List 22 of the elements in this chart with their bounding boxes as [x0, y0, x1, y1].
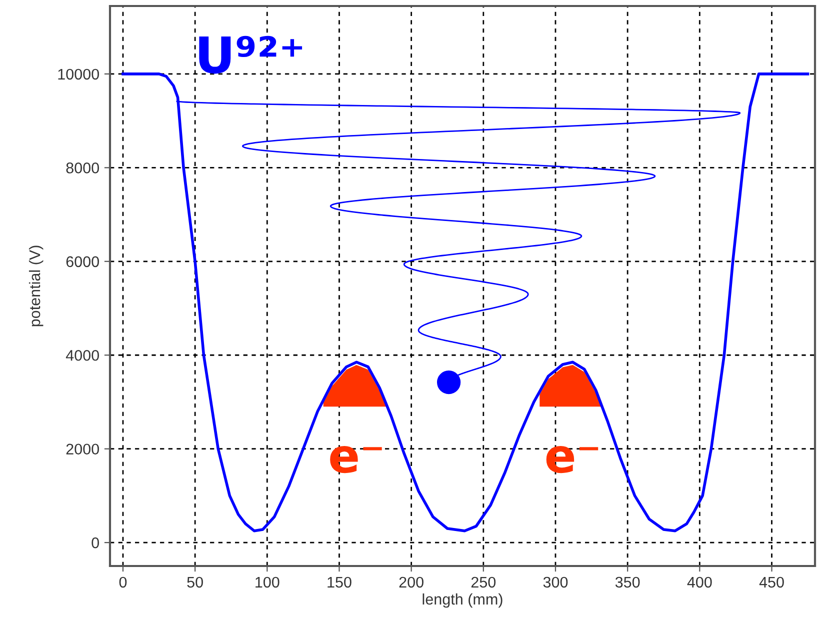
x-tick-label: 150 [328, 576, 352, 588]
y-tick-label: 0 [92, 537, 99, 548]
y-tick-label: 10000 [58, 68, 99, 80]
annotation: U⁹²⁺ [199, 36, 302, 74]
x-tick-label: 400 [687, 576, 712, 588]
y-tick-label: 6000 [66, 256, 99, 268]
x-tick-label: 250 [471, 576, 496, 588]
x-tick-label: 0 [119, 576, 127, 588]
x-axis-title: length (mm) [422, 593, 502, 608]
x-tick-label: 50 [187, 576, 203, 588]
y-axis-title: potential (V) [28, 246, 44, 326]
annotation: e⁻ [546, 446, 598, 474]
x-tick-label: 200 [399, 576, 424, 588]
x-tick-label: 100 [256, 576, 280, 588]
y-tick-label: 4000 [66, 350, 99, 361]
y-tick-label: 2000 [66, 444, 99, 455]
line-series [122, 72, 810, 532]
x-tick-label: 450 [759, 576, 784, 588]
annotation: e⁻ [330, 446, 382, 474]
x-tick-label: 350 [615, 576, 640, 588]
y-tick-label: 8000 [66, 162, 99, 174]
x-tick-label: 300 [543, 576, 568, 588]
